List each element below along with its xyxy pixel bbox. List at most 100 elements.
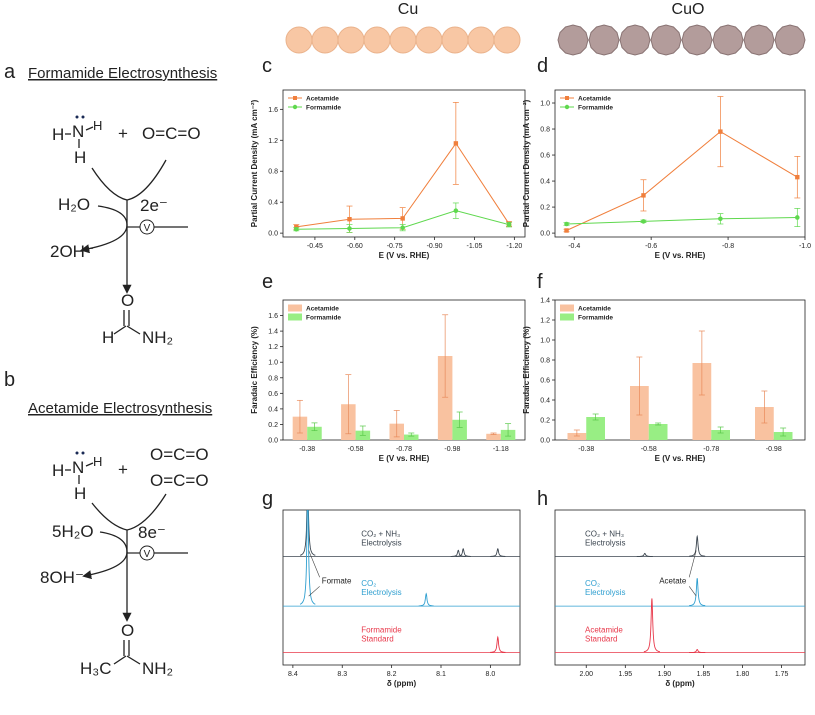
annotation-line	[308, 586, 320, 597]
trace-label: Electrolysis	[585, 588, 625, 597]
peak	[450, 549, 466, 557]
legend-swatch	[288, 313, 302, 321]
peak	[688, 578, 706, 607]
y-tick-label: 1.0	[268, 360, 278, 367]
x-tick-label: -0.78	[396, 446, 412, 453]
y-tick-label: 0.0	[268, 231, 278, 238]
x-axis-title: E (V vs. RHE)	[379, 251, 430, 260]
cu-atom	[311, 26, 339, 54]
bar	[755, 407, 774, 440]
error-bar	[505, 423, 512, 437]
error-bar	[296, 399, 303, 434]
molecule: H₂O	[58, 195, 90, 214]
x-tick-label: -0.78	[703, 446, 719, 453]
atom: O	[121, 621, 134, 640]
x-axis-title: δ (ppm)	[665, 679, 695, 688]
legend-swatch	[288, 304, 302, 312]
trace-label: Standard	[585, 635, 617, 644]
y-axis-title: Faradaic Efficiency (%)	[250, 326, 259, 414]
y-tick-label: 0.2	[268, 422, 278, 429]
bar	[567, 433, 587, 440]
y-tick-label: 0.6	[268, 391, 278, 398]
atom: H	[74, 484, 86, 503]
cuo-atom	[774, 24, 806, 56]
molecule: O=C=O	[142, 124, 201, 143]
data-point	[347, 217, 352, 222]
x-axis-title: E (V vs. RHE)	[655, 454, 706, 463]
voltage: V	[144, 549, 151, 560]
y-tick-label: 0.0	[540, 438, 550, 445]
panel-label: b	[4, 369, 15, 391]
x-tick-label: -0.4	[568, 243, 580, 250]
x-tick-label: 1.95	[619, 671, 633, 678]
molecule: 2OH⁻	[50, 242, 94, 261]
annotation: Formate	[322, 576, 352, 585]
trace-label: CO₂ + NH₃	[361, 530, 400, 539]
data-point	[293, 226, 299, 232]
x-tick-label: 8.4	[288, 671, 298, 678]
data-point	[795, 174, 800, 180]
bar	[404, 434, 419, 440]
x-tick-label: -0.38	[578, 446, 594, 453]
y-tick-label: 1.4	[268, 329, 278, 336]
bar	[307, 426, 322, 440]
data-point	[506, 222, 512, 227]
scheme-a: a Formamide Electrosynthesis H N H H + O…	[4, 61, 217, 347]
plot-frame	[282, 89, 526, 238]
x-tick-label: 2.00	[579, 671, 593, 678]
molecule: 5H₂O	[52, 522, 94, 541]
cuo-spheres	[557, 24, 806, 56]
legend-swatch	[560, 313, 574, 321]
y-tick-label: 0.4	[540, 179, 550, 186]
peak	[689, 534, 706, 557]
spectra	[283, 510, 520, 653]
data-point	[641, 193, 646, 198]
annotation-line	[308, 550, 320, 578]
cu-spheres	[285, 26, 521, 54]
cuo-atom	[619, 24, 651, 56]
legend-marker	[564, 104, 570, 110]
data-point	[564, 221, 569, 227]
trace-label: CO₂	[585, 579, 600, 588]
panel-label: h	[537, 488, 548, 510]
x-tick-label: -1.18	[493, 446, 509, 453]
catalyst-label: Cu	[398, 1, 418, 18]
x-axis-title: E (V vs. RHE)	[655, 251, 706, 260]
peak	[636, 552, 654, 557]
peak	[490, 548, 506, 557]
error-bar	[408, 432, 415, 437]
error-bar	[490, 432, 497, 435]
cu-atom	[467, 26, 495, 54]
group: H₃C	[80, 659, 111, 678]
group: NH₂	[142, 659, 173, 678]
atom: H	[93, 454, 102, 469]
legend-label: Acetamide	[578, 305, 611, 312]
y-tick-label: 0.2	[540, 418, 550, 425]
peak	[688, 648, 706, 654]
legend-swatch	[560, 304, 574, 312]
error-bar	[442, 314, 449, 398]
data-point	[400, 216, 405, 221]
data-point	[347, 226, 352, 231]
x-tick-label: -0.98	[766, 446, 782, 453]
data-point	[641, 219, 646, 224]
x-tick-label: 1.85	[697, 671, 711, 678]
y-tick-label: 0.0	[268, 438, 278, 445]
error-bar	[456, 411, 463, 428]
panel-label: a	[4, 61, 16, 83]
atom: O	[121, 291, 134, 310]
error-bar	[780, 427, 787, 437]
x-tick-label: -0.75	[387, 243, 403, 250]
electrons: 2e⁻	[140, 196, 168, 215]
cu-atom	[415, 26, 443, 54]
legend-label: Acetamide	[306, 305, 339, 312]
scheme-title: Formamide Electrosynthesis	[28, 65, 217, 82]
error-bar	[393, 410, 400, 438]
cuo-atom	[743, 24, 775, 56]
x-tick-label: 1.90	[658, 671, 672, 678]
error-bar	[698, 330, 705, 396]
y-axis-title: Partial Current Density (mA cm⁻²)	[522, 99, 531, 227]
scheme-title: Acetamide Electrosynthesis	[28, 400, 212, 417]
atom: N	[72, 122, 84, 141]
